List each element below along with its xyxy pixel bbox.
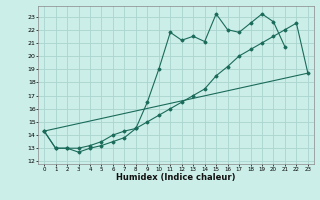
X-axis label: Humidex (Indice chaleur): Humidex (Indice chaleur) [116, 173, 236, 182]
